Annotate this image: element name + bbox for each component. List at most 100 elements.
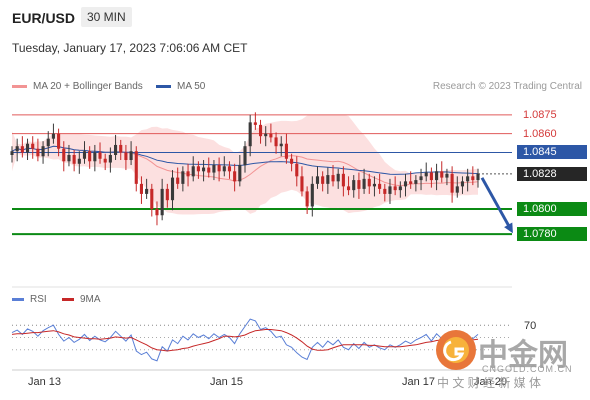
candle-body (31, 143, 35, 149)
candle-body (253, 122, 257, 125)
candle-body (305, 191, 309, 207)
candle-body (424, 172, 428, 177)
timeframe-badge[interactable]: 30 MIN (81, 7, 132, 27)
x-tick-label: Jan 20 (474, 376, 508, 388)
candle-body (310, 183, 314, 207)
rsi-tick-label: 70 (524, 320, 536, 332)
candle-body (460, 181, 465, 187)
candle-body (450, 173, 454, 193)
candle-body (57, 133, 61, 149)
candle-body (191, 166, 195, 177)
candle-body (362, 178, 366, 189)
candle-body (15, 146, 19, 152)
candle-body (243, 146, 247, 166)
candle-body (212, 165, 216, 173)
candle-body (445, 173, 449, 178)
candle-body (46, 138, 50, 147)
candle-body (134, 151, 138, 184)
rsi-ma-swatch (62, 298, 74, 301)
candle-body (176, 177, 180, 184)
candle-body (20, 146, 24, 153)
candle-body (62, 148, 66, 162)
x-tick-label: Jan 17 (402, 376, 436, 388)
candle-body (383, 188, 387, 194)
watermark-domain: CNGOLD.COM.CN (482, 364, 573, 374)
watermark-logo-icon (436, 330, 476, 370)
candle-body (160, 188, 164, 216)
candle-body (36, 148, 40, 157)
timestamp: Tuesday, January 17, 2023 7:06:06 AM CET (12, 41, 248, 55)
candle-body (93, 152, 97, 162)
candle-body (150, 188, 154, 209)
candle-body (145, 188, 149, 194)
ma20-swatch (12, 85, 27, 88)
ma50-swatch (156, 85, 171, 88)
candle-body (41, 146, 45, 157)
candle-body (403, 181, 408, 187)
rsi-ma-label: 9MA (80, 294, 101, 305)
candle-body (476, 173, 480, 181)
level-label-pivot: 1.0845 (517, 145, 587, 160)
candle-body (419, 176, 423, 181)
candle-body (471, 176, 475, 181)
candle-body (269, 133, 273, 138)
candle-body (341, 173, 345, 187)
candle-body (290, 158, 294, 164)
watermark-brand: 中金网 (478, 339, 568, 372)
candle-body (25, 143, 30, 153)
x-tick-label: Jan 15 (210, 376, 244, 388)
candle-body (227, 166, 232, 172)
candle-body (414, 180, 418, 184)
candle-body (103, 158, 107, 163)
forecast-arrow-shaft (480, 177, 512, 229)
candle-body (77, 158, 81, 164)
level-label-resistance: 1.0860 (523, 127, 557, 140)
candle-body (202, 167, 206, 172)
level-label-support: 1.0800 (517, 201, 587, 216)
level-label-support: 1.0780 (517, 227, 587, 242)
candle-body (119, 144, 123, 153)
candle-body (331, 175, 335, 182)
x-tick-label: Jan 13 (28, 376, 62, 388)
candle-body (336, 173, 340, 182)
candle-body (155, 208, 159, 216)
candle-body (352, 180, 356, 191)
candle-body (279, 143, 283, 147)
rsi-swatch (12, 298, 24, 301)
ma20-label: MA 20 + Bollinger Bands (33, 81, 143, 92)
candle-body (248, 122, 252, 147)
candle-body (264, 133, 268, 137)
candle-body (196, 166, 200, 172)
candle-body (388, 186, 392, 194)
candle-body (165, 188, 169, 201)
candle-body (10, 151, 14, 155)
candle-body (435, 171, 439, 181)
candle-body (295, 163, 299, 177)
research-credit: Research © 2023 Trading Central (432, 81, 582, 92)
legend-rsi: RSI (12, 294, 47, 305)
candle-body (284, 143, 288, 159)
candle-body (398, 186, 402, 191)
candle-body (372, 183, 376, 187)
level-label-current: 1.0828 (517, 166, 587, 181)
rsi-line (11, 318, 479, 362)
candle-body (321, 176, 325, 184)
candle-body (88, 151, 92, 162)
candle-body (367, 178, 371, 187)
candle-body (238, 165, 242, 182)
rsi-ma-line (11, 329, 479, 352)
candle-body (466, 176, 470, 182)
candle-body (326, 175, 330, 184)
candle-body (51, 133, 55, 139)
candle-body (409, 181, 413, 184)
ma50-label: MA 50 (177, 81, 206, 92)
candle-body (181, 171, 185, 184)
candle-body (124, 152, 128, 161)
candle-body (139, 183, 143, 194)
candle-body (300, 176, 304, 192)
candle-body (440, 171, 444, 178)
candle-body (207, 167, 211, 173)
candle-body (274, 137, 278, 147)
forecast-arrow-head (504, 222, 513, 234)
